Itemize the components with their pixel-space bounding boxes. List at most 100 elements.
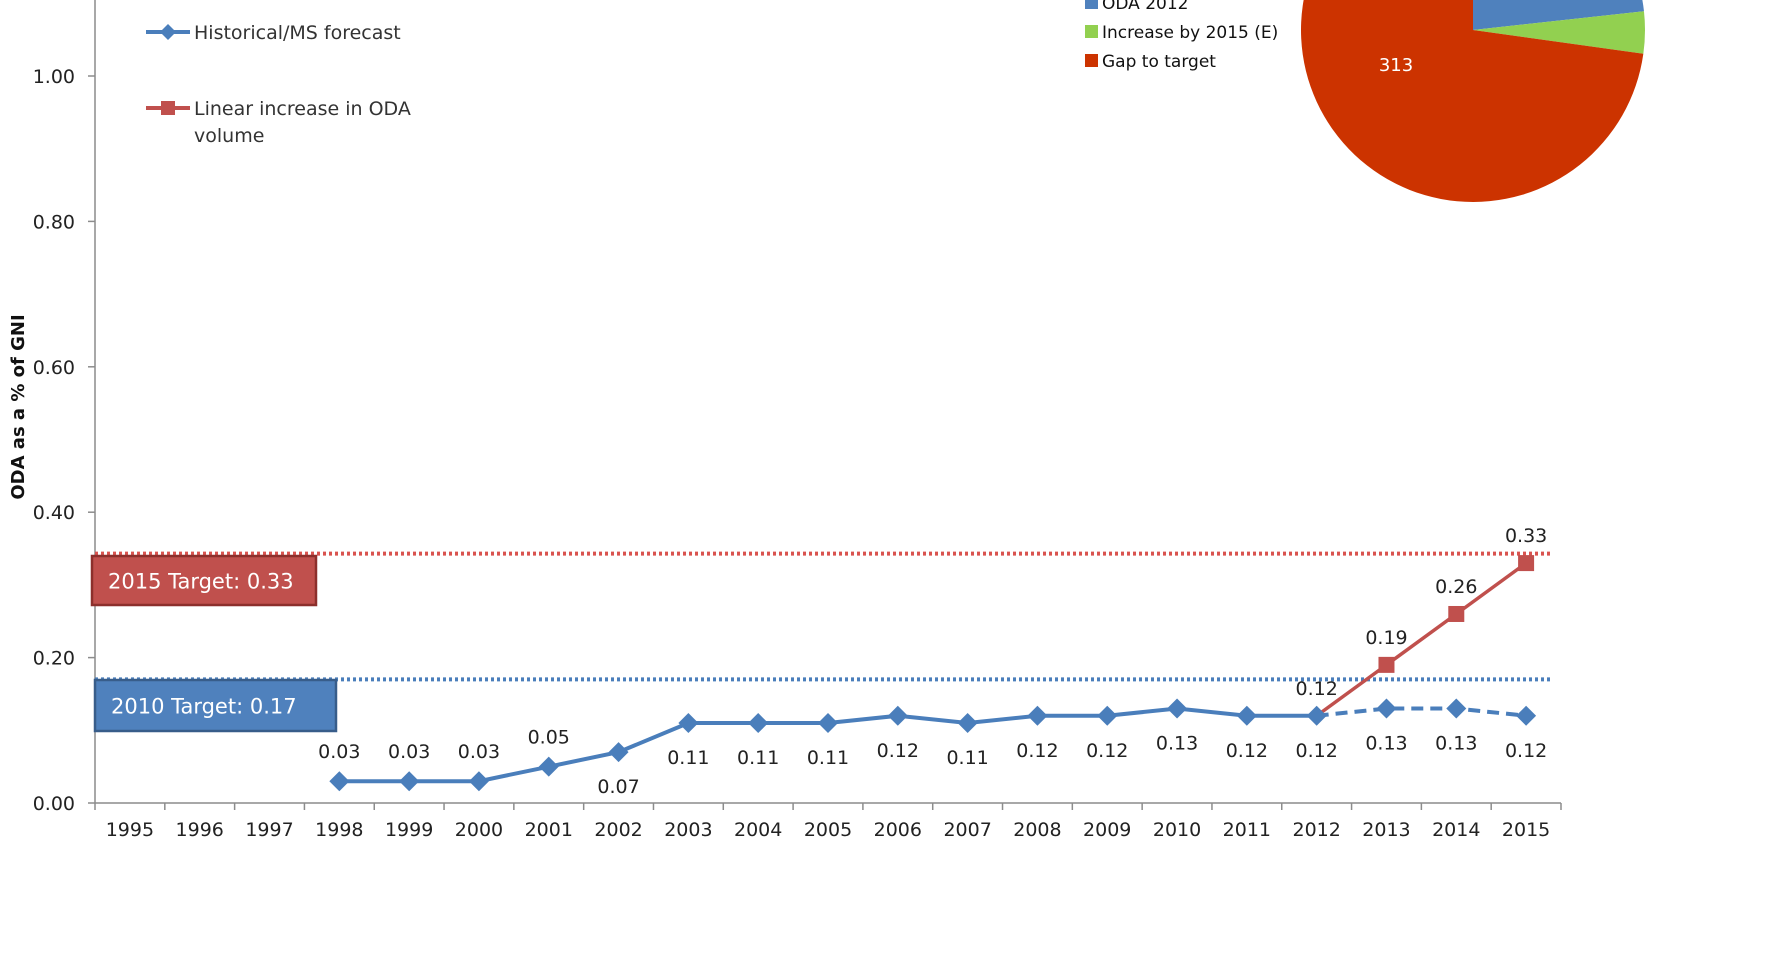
- legend-linear-marker: [161, 101, 175, 115]
- pie-slice: [1473, 0, 1644, 30]
- pie-legend: ODA 2012 Increase by 2015 (E) Gap to targe…: [1085, 0, 1278, 72]
- linear-increase-series-line: [1315, 561, 1528, 718]
- historical-point: [1516, 705, 1537, 726]
- historical-point: [1236, 705, 1257, 726]
- target-label: 2015 Target: 0.33: [108, 570, 294, 594]
- y-axis-title: ODA as a % of GNI: [8, 314, 29, 499]
- target-box: [90, 554, 318, 607]
- x-tick-label: 1999: [385, 819, 433, 841]
- x-tick-label: 2013: [1362, 819, 1410, 841]
- linear-increase-data-label: 0.26: [1435, 576, 1477, 598]
- historical-data-label: 0.07: [597, 776, 639, 798]
- historical-data-label: 0.12: [1226, 740, 1268, 762]
- pie-slice: [1301, 0, 1644, 202]
- historical-data-label: 0.13: [1156, 732, 1198, 754]
- x-tick-label: 1998: [315, 819, 363, 841]
- historical-data-label: 0.13: [1365, 732, 1407, 754]
- x-tick-label: 2006: [874, 819, 922, 841]
- x-tick-label: 2007: [943, 819, 991, 841]
- historical-data-label: 0.12: [1505, 740, 1547, 762]
- legend-linear-label: volume: [194, 125, 264, 147]
- linear-increase-point: [1518, 555, 1535, 572]
- x-tick-label: 2004: [734, 819, 782, 841]
- historical-data-label: 0.03: [388, 741, 430, 763]
- historical-data-label: 0.12: [1086, 740, 1128, 762]
- pie-legend-swatch: [1085, 0, 1098, 9]
- historical-data-label: 0.11: [807, 747, 849, 769]
- linear-increase-point: [1448, 605, 1465, 622]
- historical-data-label: 0.11: [737, 747, 779, 769]
- x-tick-label: 2008: [1013, 819, 1061, 841]
- legend-historical-marker: [160, 24, 176, 40]
- pie-chart: 17313: [1301, 0, 1645, 202]
- x-tick-label: 2000: [455, 819, 503, 841]
- historical-data-label: 0.03: [458, 741, 500, 763]
- y-tick-label: 1.00: [33, 66, 75, 88]
- data-labels: 0.03 0.03 0.03 0.05 0.07 0.11 0.11 0.11 0.12 0.11…: [318, 525, 1547, 798]
- linear-increase-data-label: 0.12: [1296, 678, 1338, 700]
- series-group: [329, 555, 1537, 792]
- x-tick-label: 2010: [1153, 819, 1201, 841]
- pie-slice: [1473, 11, 1645, 54]
- linear-increase-data-label: 0.19: [1365, 627, 1407, 649]
- target-lines: 2015 Target: 0.33 2010 Target: 0.17: [90, 551, 1553, 733]
- x-tick-label: 1995: [106, 819, 154, 841]
- x-tick-label: 2015: [1502, 819, 1550, 841]
- linear-increase-point: [1378, 656, 1395, 673]
- pie-legend-swatch: [1085, 25, 1098, 38]
- x-tick-label: 2005: [804, 819, 852, 841]
- pie-legend-label: Gap to target: [1102, 52, 1216, 72]
- historical-data-label: 0.12: [1016, 740, 1058, 762]
- historical-data-label: 0.03: [318, 741, 360, 763]
- x-tick-label: 2012: [1292, 819, 1340, 841]
- linear-increase-data-label: 0.33: [1505, 525, 1547, 547]
- legend-linear-label: Linear increase in ODA: [194, 98, 411, 120]
- pie-legend-swatch: [1085, 54, 1098, 67]
- historical-point: [1027, 705, 1048, 726]
- historical-data-label: 0.12: [1296, 740, 1338, 762]
- historical-point: [818, 713, 838, 734]
- historical-data-label: 0.05: [528, 727, 570, 749]
- chart-legend: Historical/MS forecast Linear increase in…: [146, 22, 411, 147]
- x-tick-label: 2002: [594, 819, 642, 841]
- historical-point: [1306, 705, 1327, 726]
- historical-point: [748, 713, 769, 734]
- historical-point: [468, 771, 489, 792]
- historical-point: [1167, 698, 1188, 719]
- x-tick-label: 1997: [245, 819, 293, 841]
- x-tick-label: 2003: [664, 819, 712, 841]
- historical-point: [608, 742, 629, 763]
- historical-point: [678, 713, 699, 734]
- historical-data-label: 0.12: [877, 740, 919, 762]
- target-box: [93, 678, 338, 733]
- pie-legend-label: Increase by 2015 (E): [1102, 23, 1278, 43]
- y-tick-label: 0.20: [33, 648, 75, 670]
- y-tick-label: 0.60: [33, 357, 75, 379]
- historical-data-label: 0.13: [1435, 732, 1477, 754]
- historical-point: [957, 713, 978, 734]
- y-tick-label: 0.00: [33, 793, 75, 815]
- forecast-series-line: [1316, 706, 1527, 718]
- historical-point: [1446, 698, 1467, 719]
- x-tick-label: 2011: [1223, 819, 1271, 841]
- x-tick-label: 2014: [1432, 819, 1480, 841]
- y-tick-label: 0.80: [33, 211, 75, 233]
- historical-data-label: 0.11: [946, 747, 988, 769]
- historical-point: [329, 771, 350, 792]
- historical-point: [399, 771, 420, 792]
- pie-slice-label: 313: [1379, 55, 1413, 76]
- x-tick-label: 1996: [176, 819, 224, 841]
- pie-legend-label: ODA 2012: [1102, 0, 1188, 14]
- historical-point: [887, 705, 908, 726]
- historical-data-label: 0.11: [667, 747, 709, 769]
- x-tick-label: 2009: [1083, 819, 1131, 841]
- y-tick-label: 0.40: [33, 502, 75, 524]
- historical-point: [538, 756, 559, 777]
- x-tick-label: 2001: [525, 819, 573, 841]
- target-label: 2010 Target: 0.17: [111, 695, 297, 719]
- chart-axes: 0.00 0.20 0.40 0.60 0.80 1.00 1995 1996 1997 1998…: [8, 0, 1562, 841]
- historical-point: [1097, 705, 1118, 726]
- historical-point: [1376, 698, 1397, 719]
- legend-historical-label: Historical/MS forecast: [194, 22, 401, 44]
